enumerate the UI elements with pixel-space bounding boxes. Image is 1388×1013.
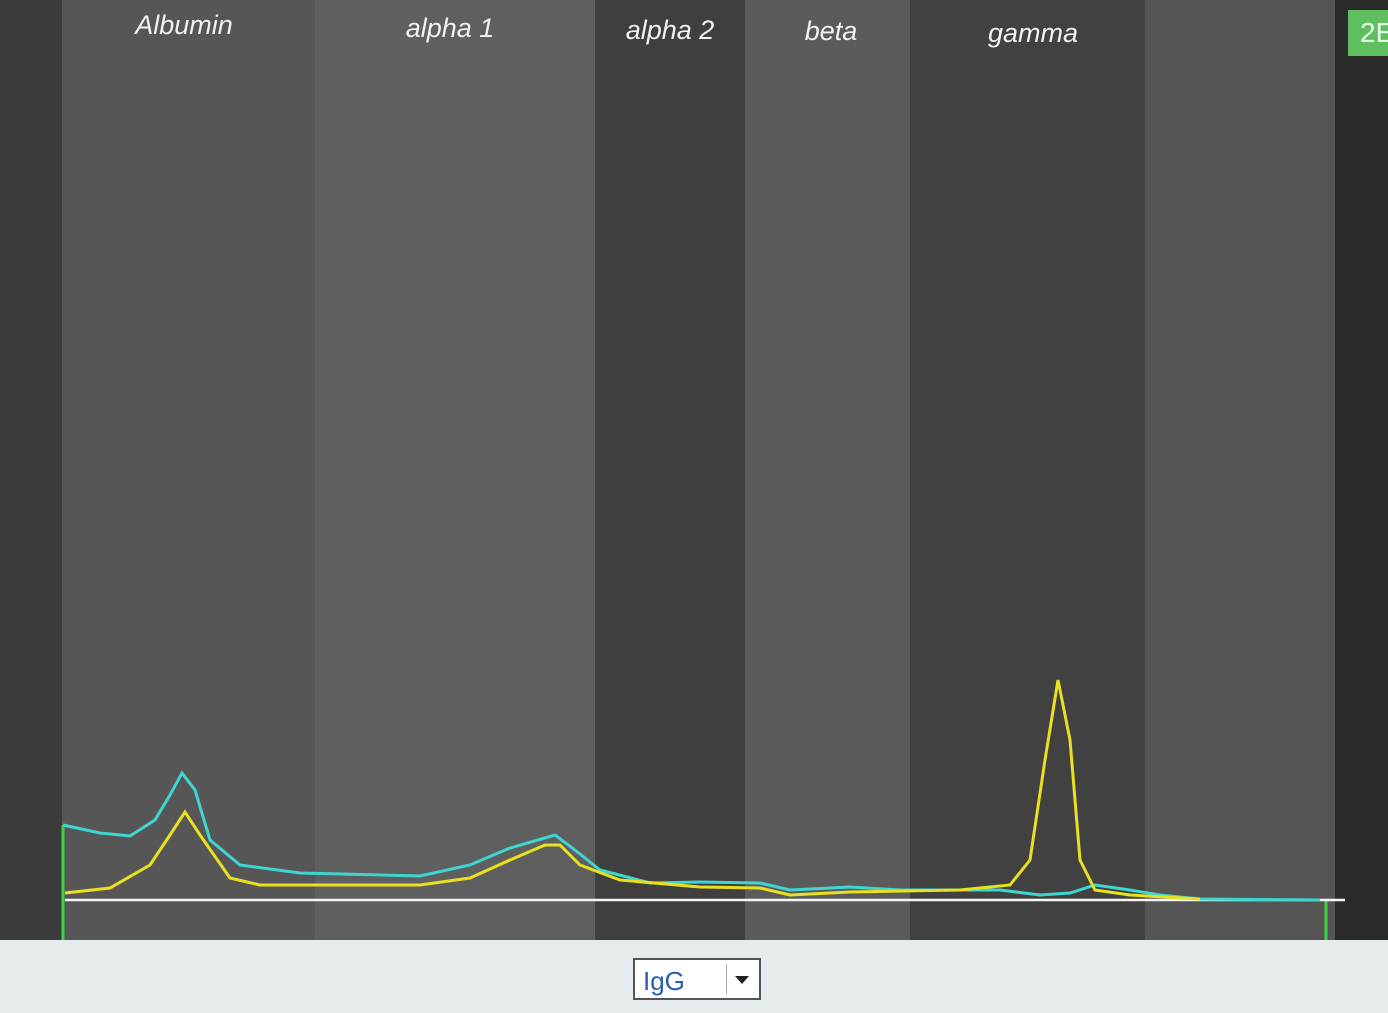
electrophoresis-chart: Albumin alpha 1 alpha 2 beta gamma [0,0,1388,940]
dropdown-button[interactable] [726,964,755,994]
fraction-label: alpha 1 [406,13,495,43]
band [315,0,595,940]
fraction-label: alpha 2 [626,15,715,45]
patient-trace [64,679,1201,901]
band [1335,0,1388,940]
dropdown-value: IgG [643,966,685,996]
fraction-label: gamma [988,18,1078,48]
band [910,0,1145,940]
reference-trace [62,770,1321,902]
corner-label: 2E [1348,10,1388,56]
toolbar: IgG [0,940,1388,1013]
band [0,0,62,940]
band [595,0,745,940]
immunoglobulin-dropdown[interactable]: IgG [633,958,761,1000]
band [1145,0,1335,940]
fraction-label: Albumin [133,10,233,40]
band [745,0,910,940]
band [62,0,315,940]
fraction-label: beta [805,16,858,46]
